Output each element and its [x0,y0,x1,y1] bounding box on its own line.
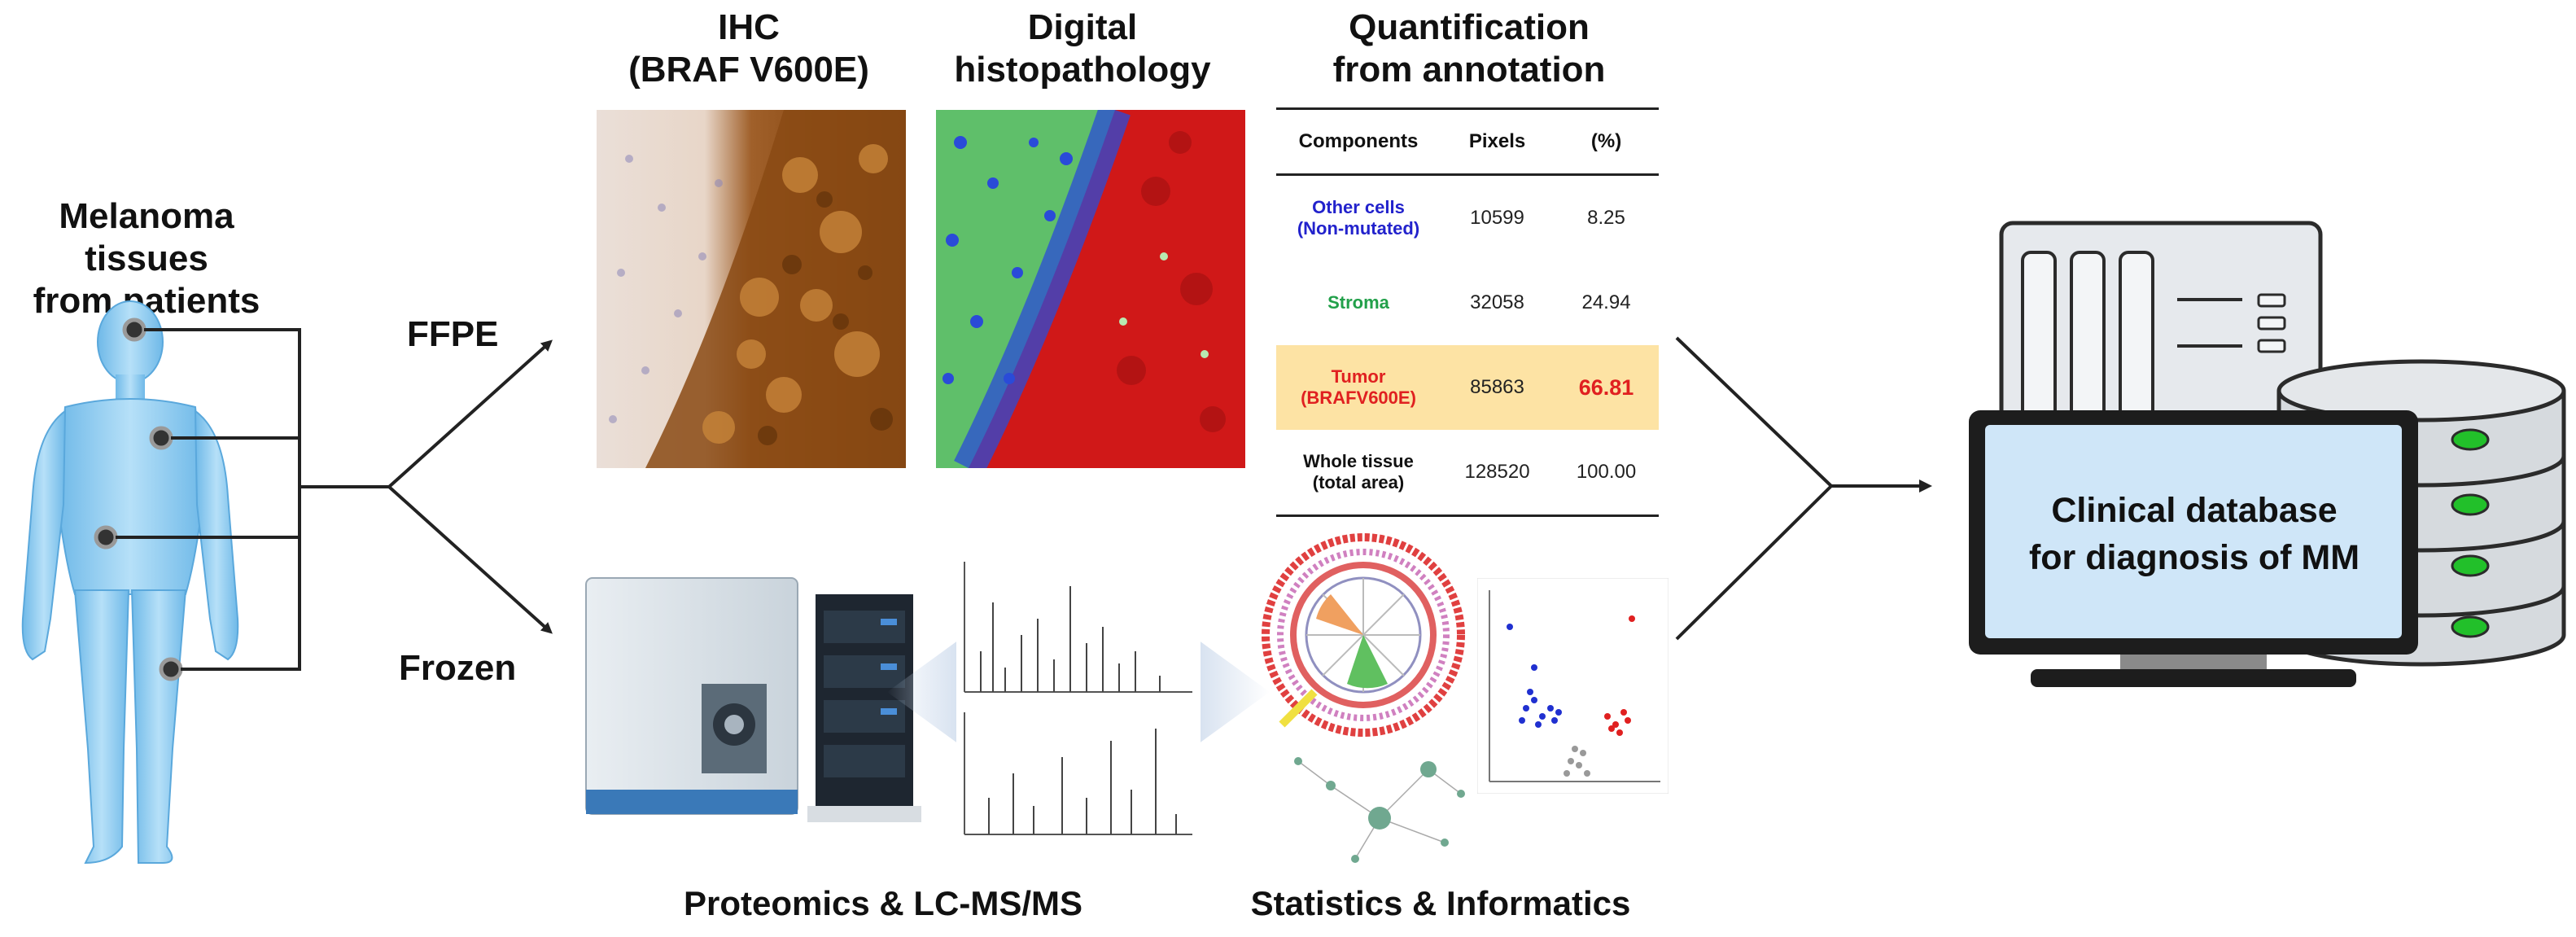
frozen-arrow [387,485,553,634]
component-name-line2: (Non-mutated) [1297,218,1420,239]
server-tower-icon [1999,221,2323,439]
proteomics-label: Proteomics & LC-MS/MS [683,884,1083,922]
component-name-line2: (total area) [1312,472,1405,493]
flow-glow-shapes [887,627,1270,757]
statistics-label: Statistics & Informatics [1250,884,1631,922]
circos-plot-image [1262,533,1465,737]
table-row-stroma: Stroma 32058 24.94 [1276,261,1659,345]
frozen-label: Frozen [399,648,517,688]
ihc-header-line1: IHC [718,7,780,47]
database-label-line2: for diagnosis of MM [2028,538,2360,578]
component-name-line1: Whole tissue [1303,450,1414,471]
body-left-arm [21,409,67,661]
component-cell: Tumor (BRAFV600E) [1276,345,1441,430]
table-header-row: Components Pixels (%) [1276,108,1659,176]
human-body-figure [21,300,301,865]
lc-ms-instrument-image [585,577,921,822]
quantification-table: Components Pixels (%) Other cells (Non-m… [1276,107,1659,517]
ms-spectra-image [956,554,1201,847]
digital-header-line2: histopathology [954,49,1211,90]
pixels-cell: 10599 [1470,207,1524,229]
body-neck [116,374,145,399]
digital-header-line1: Digital [1027,7,1138,47]
volcano-plot-image [1477,578,1668,794]
table-row-whole-tissue: Whole tissue (total area) 128520 100.00 [1276,430,1659,517]
percent-cell: 66.81 [1578,374,1634,400]
monitor-icon [1969,410,2418,687]
sample-point-abdomen [94,525,118,550]
sample-connectors [116,328,301,671]
col-header-pixels: Pixels [1441,108,1555,176]
table-row-other-cells: Other cells (Non-mutated) 10599 8.25 [1276,175,1659,261]
sample-point-leg [159,657,183,681]
component-name-line2: (BRAFV600E) [1301,387,1416,408]
percent-cell: 8.25 [1587,207,1625,229]
sample-point-head [122,317,147,342]
body-left-leg [73,589,130,865]
sample-point-chest [149,426,173,450]
col-header-components: Components [1276,108,1441,176]
percent-cell: 100.00 [1554,430,1659,517]
database-label: Clinical database for diagnosis of MM [1986,487,2403,581]
quant-header: Quantification from annotation [1278,7,1660,91]
table-row-tumor: Tumor (BRAFV600E) 85863 66.81 [1276,345,1659,430]
col-header-percent: (%) [1554,108,1659,176]
component-cell: Whole tissue (total area) [1276,430,1441,517]
body-right-arm [194,409,239,661]
ihc-header: IHC (BRAF V600E) [586,7,912,91]
body-torso [55,398,205,595]
component-name-line1: Other cells [1312,196,1405,217]
digital-histopathology-image [936,110,1245,468]
branch-arrows [300,339,553,634]
merge-arrow [1675,336,1932,641]
ffpe-label: FFPE [407,314,499,354]
body-right-leg [130,589,187,864]
ihc-braf-image [597,110,906,468]
patients-title: Melanoma tissues from patients [0,195,293,322]
component-cell: Other cells (Non-mutated) [1276,175,1441,261]
patients-title-line1: Melanoma tissues [59,196,234,278]
database-label-line1: Clinical database [2051,491,2338,530]
component-cell: Stroma [1276,261,1441,345]
percent-cell: 24.94 [1581,291,1631,313]
pixels-cell: 85863 [1470,376,1524,398]
body-head [97,300,164,383]
component-name-line1: Stroma [1327,291,1389,313]
component-name-line1: Tumor [1331,366,1386,387]
digital-header: Digital histopathology [912,7,1253,91]
network-graph-image [1294,757,1465,863]
pixels-cell: 32058 [1470,291,1524,313]
quantification-table-container: Components Pixels (%) Other cells (Non-m… [1276,107,1659,517]
quant-header-line1: Quantification [1349,7,1590,47]
pixels-cell: 128520 [1441,430,1555,517]
ihc-header-line2: (BRAF V600E) [628,49,869,90]
quant-header-line2: from annotation [1332,49,1606,90]
ffpe-arrow [387,339,553,488]
